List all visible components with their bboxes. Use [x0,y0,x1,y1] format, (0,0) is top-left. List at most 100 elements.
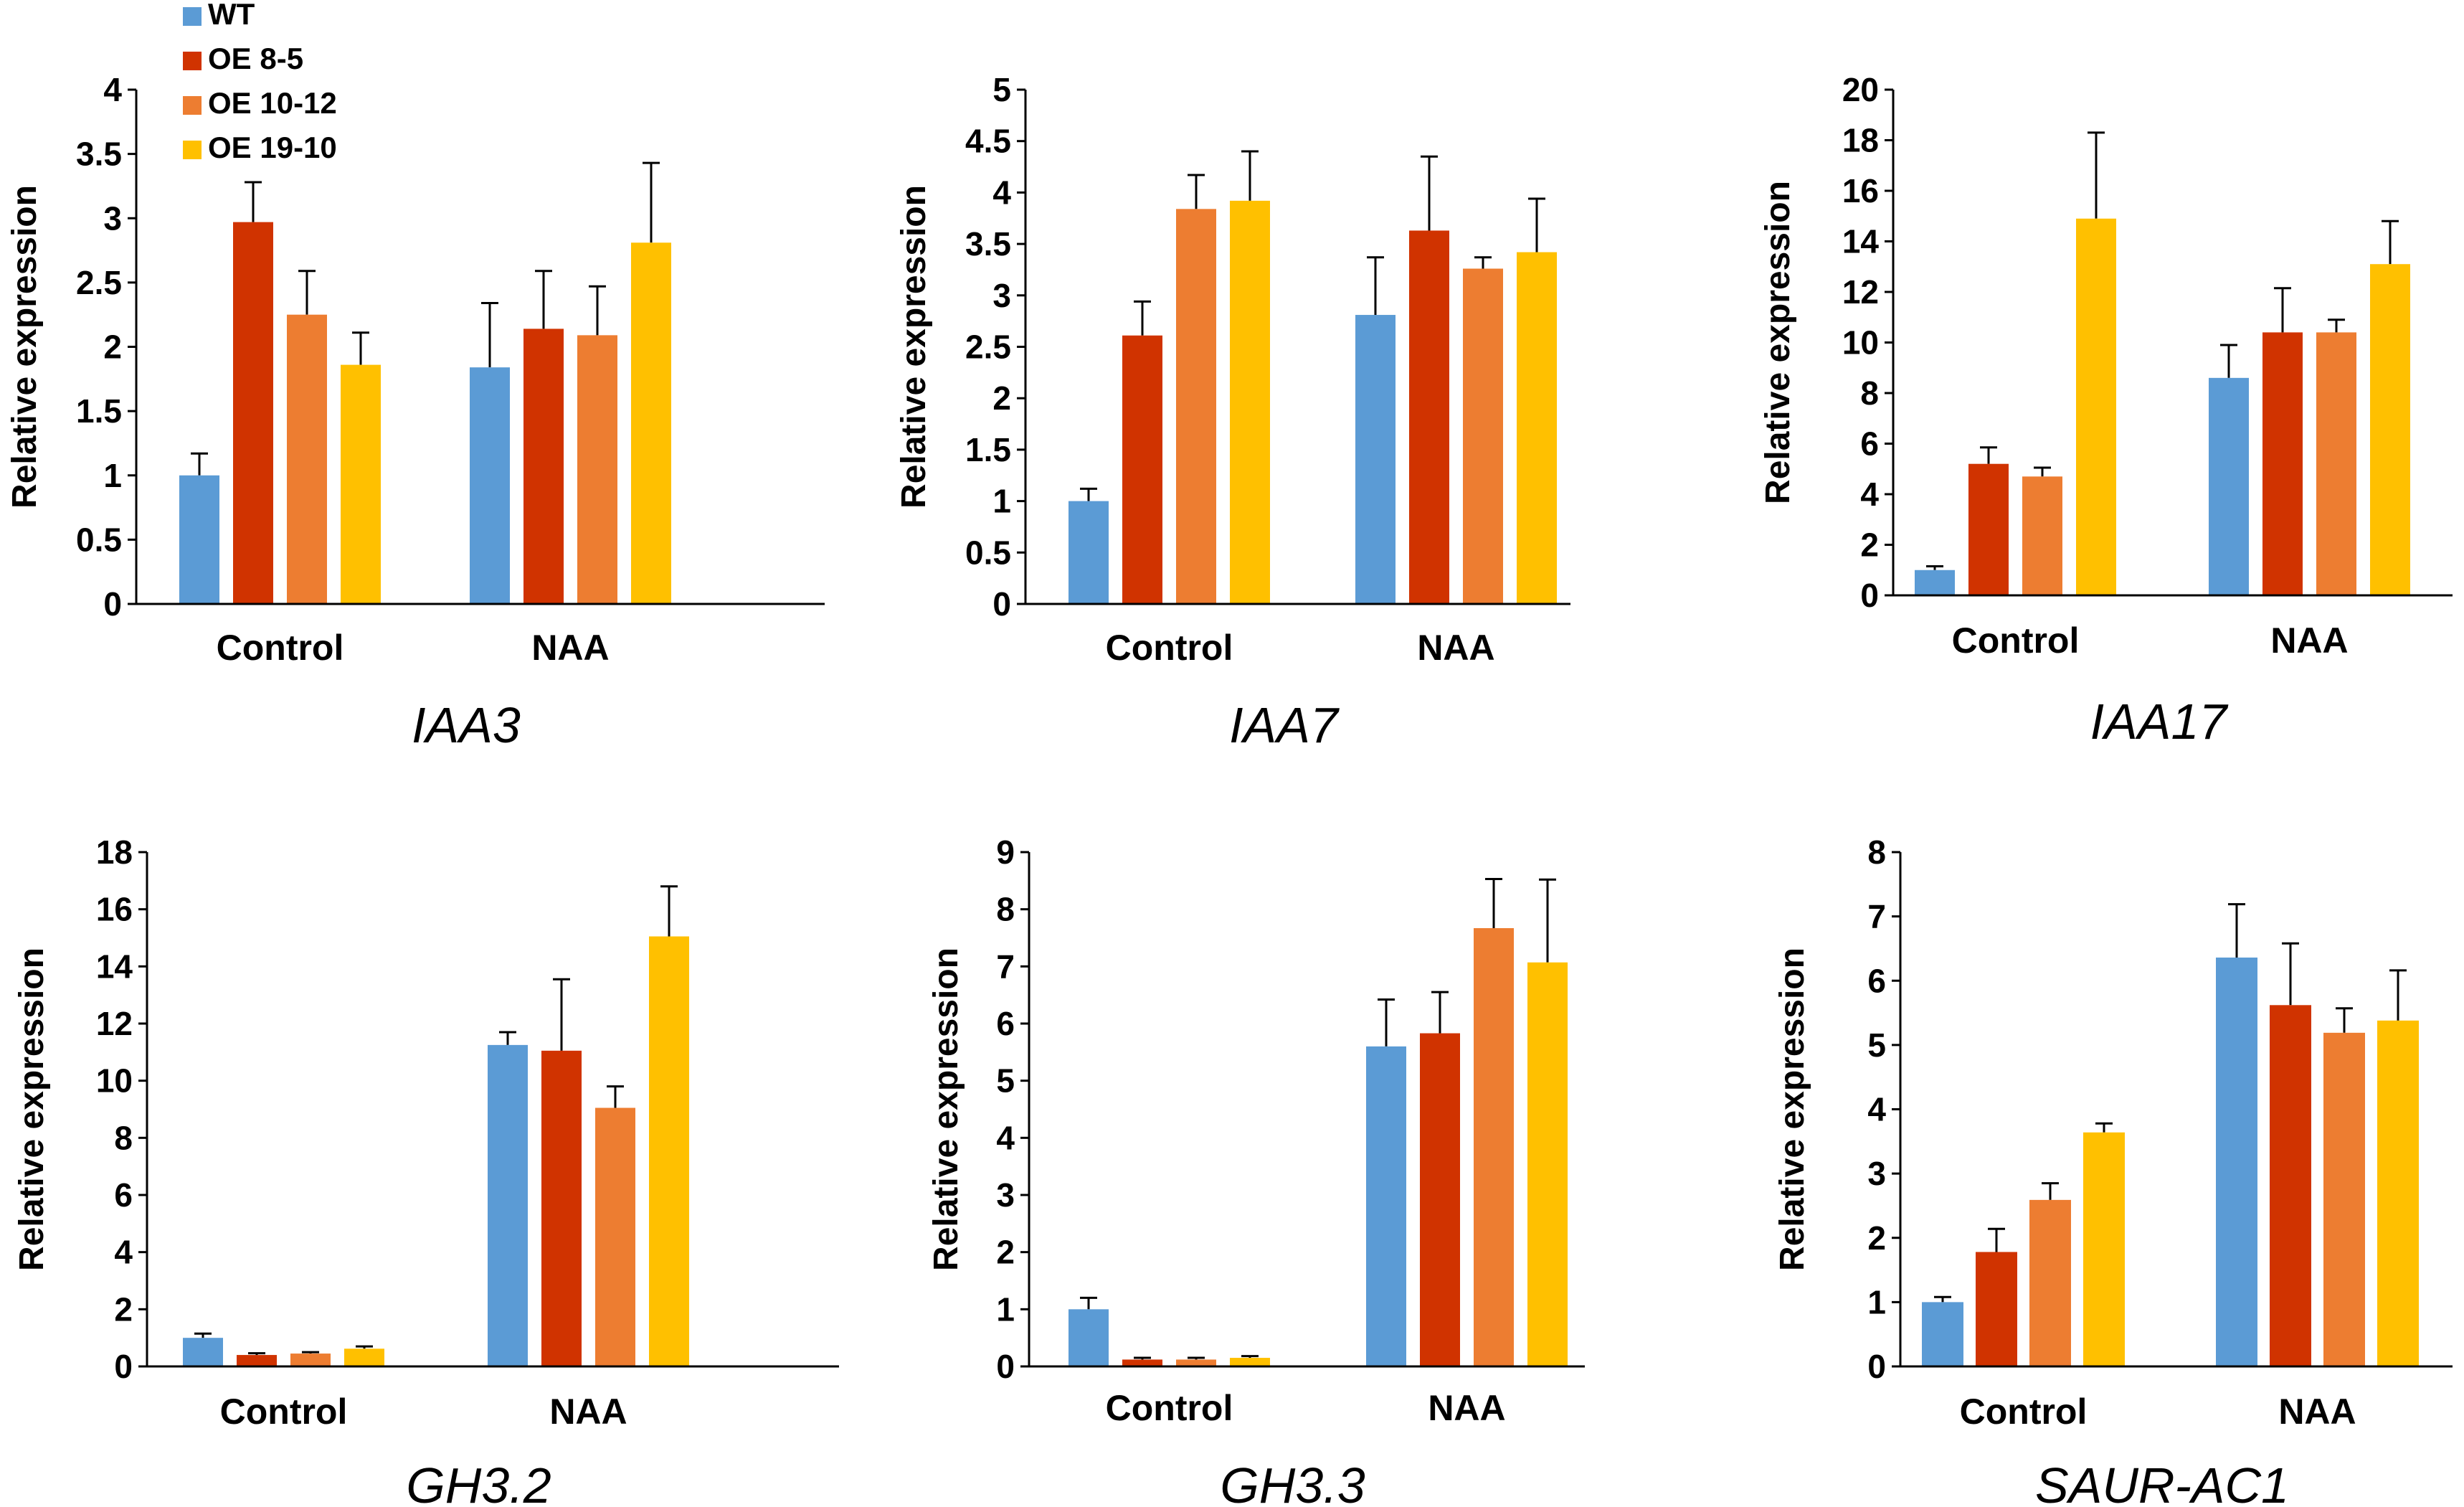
bar-oe-10-12-naa [2316,332,2356,595]
category-label: NAA [1417,628,1494,668]
y-axis-label: Relative expression [927,948,965,1271]
y-tick-label: 2.5 [76,264,122,301]
bar-oe-10-12-control [2022,476,2062,595]
bar-wt-naa [2216,957,2257,1366]
category-label: NAA [549,1392,627,1432]
y-tick-label: 4 [992,174,1011,211]
y-axis-label: Relative expression [13,948,51,1271]
y-axis-label: Relative expression [895,185,933,509]
bar-wt-naa [488,1044,528,1366]
bar-oe-8-5-naa [1409,230,1449,604]
bar-wt-control [179,475,219,604]
y-tick-label: 4 [1860,476,1879,513]
bar-oe-8-5-naa [541,1050,582,1366]
bar-oe-19-10-naa [2370,264,2410,595]
y-tick-label: 5 [996,1062,1015,1100]
bar-wt-control [183,1338,223,1366]
legend-swatch [183,96,202,115]
y-tick-label: 8 [1860,374,1879,412]
bar-oe-8-5-control [1122,335,1162,604]
bar-oe-10-12-control [287,314,327,604]
legend-swatch [183,52,202,70]
y-tick-label: 16 [1842,172,1879,209]
y-tick-label: 18 [96,833,133,871]
y-tick-label: 3 [996,1176,1015,1214]
category-label: Control [1960,1392,2088,1432]
legend-label: OE 19-10 [208,131,337,164]
bar-oe-10-12-control [1176,209,1216,604]
bar-oe-19-10-control [2083,1132,2125,1366]
y-tick-label: 3 [1867,1155,1886,1192]
bar-oe-10-12-control [2029,1199,2071,1366]
bar-oe-8-5-control [1968,463,2009,595]
y-tick-label: 8 [1867,833,1886,871]
y-tick-label: 6 [996,1005,1015,1042]
y-tick-label: 4 [1867,1091,1886,1128]
y-tick-label: 0 [114,1348,133,1385]
y-tick-label: 8 [996,891,1015,928]
bar-oe-8-5-control [237,1355,277,1366]
chart-iaa17: 0 2 4 6 8 10 12 14 16 18 20 Control NAA Relative expr… [1759,71,2453,750]
gene-title: GH3.2 [406,1458,551,1507]
bar-oe-19-10-control [344,1348,384,1366]
y-tick-label: 0.5 [76,521,122,558]
y-tick-label: 6 [114,1176,133,1214]
category-label: Control [217,628,344,668]
bar-oe-10-12-naa [2323,1032,2365,1366]
y-tick-label: 1 [992,483,1011,520]
y-tick-label: 5 [1867,1026,1886,1064]
bar-oe-19-10-naa [631,242,671,604]
bar-oe-8-5-control [1122,1359,1162,1366]
bar-oe-8-5-control [233,222,273,604]
y-tick-label: 1 [1867,1283,1886,1321]
bar-oe-10-12-naa [1474,927,1514,1366]
chart-saur-ac1: 0 1 2 3 4 5 6 7 8 Control NAA Relative expression SA… [1773,833,2453,1507]
y-tick-label: 14 [1842,223,1880,260]
y-tick-label: 7 [996,948,1015,985]
bar-oe-19-10-naa [2377,1020,2419,1366]
y-tick-label: 1 [103,457,122,494]
legend: WT OE 8-5 OE 10-12 OE 19-10 [183,0,337,164]
bar-wt-control [1068,501,1109,604]
y-axis-label: Relative expression [1773,948,1811,1271]
chart-gh3-3: 0 1 2 3 4 5 6 7 8 9 Control NAA Relative expression G… [927,833,1585,1507]
gene-title: IAA7 [1229,697,1340,753]
y-tick-label: 2 [996,1234,1015,1271]
y-tick-label: 4 [103,71,122,108]
gene-title: IAA3 [412,697,521,753]
y-tick-label: 2 [992,379,1011,417]
y-tick-label: 3 [103,199,122,237]
gene-title: IAA17 [2090,694,2230,750]
bar-wt-naa [1366,1046,1406,1366]
bar-wt-naa [470,367,510,604]
y-tick-label: 0 [1867,1348,1886,1385]
y-tick-label: 0.5 [965,534,1011,571]
bar-oe-19-10-control [1230,1358,1270,1366]
category-label: NAA [2270,620,2348,661]
bar-oe-19-10-control [1230,200,1270,604]
category-label: NAA [2278,1392,2356,1432]
y-tick-label: 0 [103,585,122,623]
y-tick-label: 6 [1867,962,1886,999]
bar-wt-naa [1355,315,1396,604]
bar-oe-8-5-control [1976,1252,2017,1366]
gene-title: GH3.3 [1220,1458,1365,1507]
y-tick-label: 7 [1867,898,1886,935]
legend-label: OE 10-12 [208,86,337,120]
bar-oe-19-10-naa [1527,962,1568,1366]
bar-oe-19-10-naa [649,936,689,1366]
bar-oe-10-12-naa [1463,268,1503,604]
category-label: Control [220,1392,348,1432]
category-label: Control [1106,1388,1233,1428]
legend-label: OE 8-5 [208,42,303,75]
bar-oe-8-5-naa [523,329,564,604]
y-tick-label: 1 [996,1290,1015,1328]
y-tick-label: 2 [114,1290,133,1328]
y-tick-label: 12 [96,1005,133,1042]
category-label: Control [1106,628,1233,668]
y-tick-label: 0 [992,585,1011,623]
y-tick-label: 2 [103,329,122,366]
y-tick-label: 1.5 [76,392,122,430]
bar-oe-8-5-naa [1420,1033,1460,1366]
